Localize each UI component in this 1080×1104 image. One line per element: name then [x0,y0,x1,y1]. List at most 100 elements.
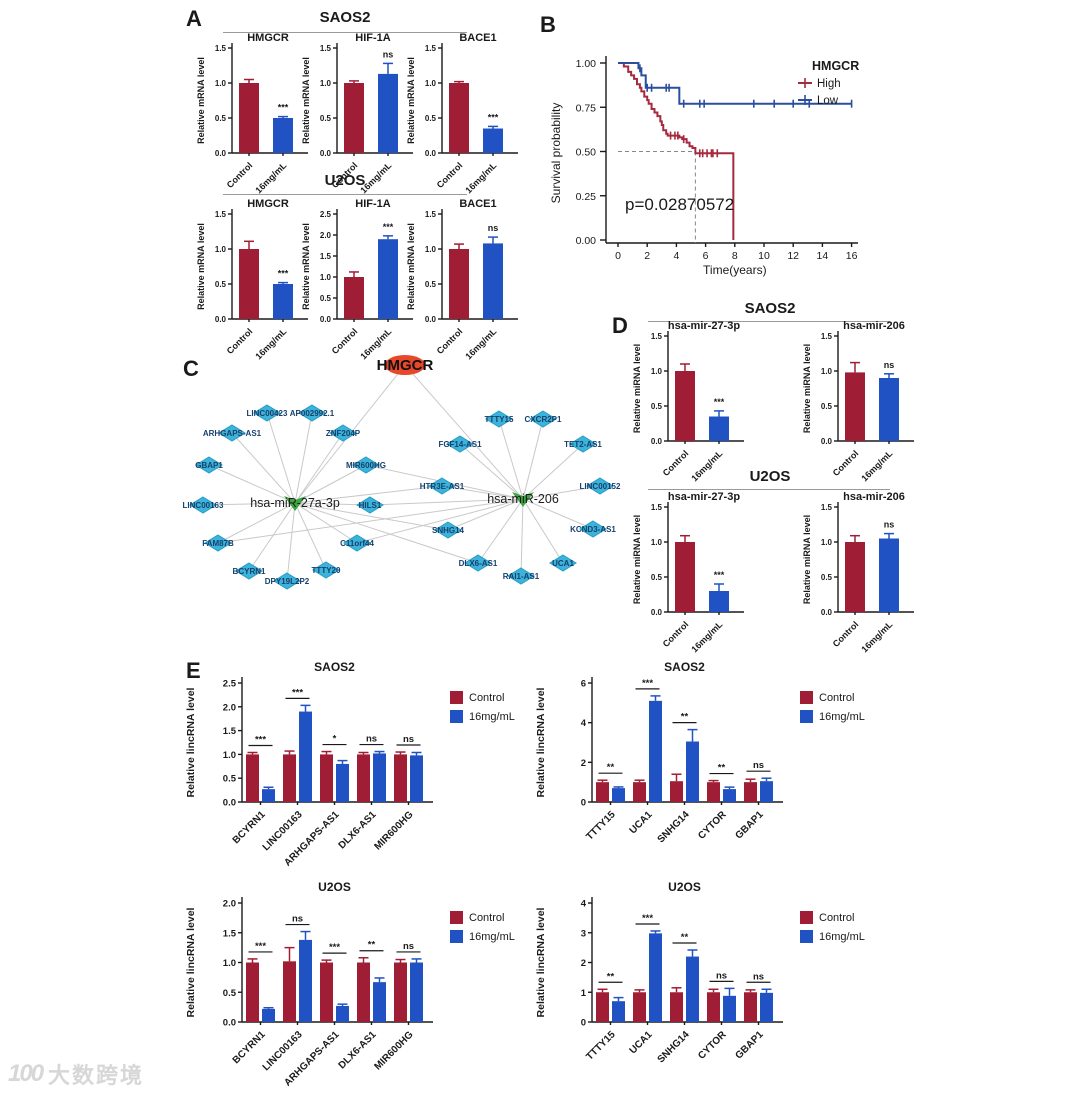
diamond-node-shape [485,410,513,428]
diamond-node-shape [273,572,301,590]
legend-swatch-control [450,911,463,924]
network-node-RAI1-AS1: RAI1-AS1 [503,567,540,585]
network-node-CXCR2P1: CXCR2P1 [525,410,562,428]
bar-control [246,754,259,802]
panel-b-label: B [540,12,556,37]
diamond-node-shape [235,562,263,580]
y-tick-label: 0.0 [821,437,833,446]
chart-title: hsa-mir-27-3p [668,491,740,503]
chart-title: U2OS [318,880,351,894]
bar-treatment [373,753,386,802]
bar-treatment [410,962,423,1022]
network-node-KCND3-AS1: KCND3-AS1 [570,520,616,538]
watermark-logo: 100 [8,1060,44,1087]
legend-label: High [817,78,841,90]
y-axis-label: Relative miRNA level [632,344,642,433]
legend-label: 16mg/mL [469,711,515,723]
x-tick-label: 2 [644,250,650,262]
y-tick-label: 1.0 [651,538,663,547]
mirna-node-shape [512,492,534,507]
node-label: TET2-AS1 [564,440,602,449]
watermark-text: 大数跨境 [48,1063,145,1088]
bar-treatment [273,118,293,153]
node-label: TTTY15 [485,415,514,424]
significance-label: *** [642,913,653,924]
y-axis-label: Relative lincRNA level [535,907,547,1017]
y-axis-label: Relative mRNA level [301,57,311,144]
bar-treatment [336,763,349,802]
x-category-label: SNHG14 [656,1029,692,1065]
network-node-LINC00163: LINC00163 [183,496,224,514]
y-tick-label: 1.0 [215,79,227,88]
y-tick-label: 1.5 [821,332,833,341]
y-tick-label: 1.5 [223,928,237,939]
y-tick-label: 0.75 [576,102,597,114]
y-tick-label: 1.0 [651,367,663,376]
y-tick-label: 0.0 [651,608,663,617]
network-edge [498,418,524,500]
node-label: HMGCR [377,357,434,374]
bar-treatment [723,995,736,1022]
bar-control [320,962,333,1022]
y-tick-label: 1.0 [821,367,833,376]
y-tick-label: 0.5 [425,280,437,289]
x-category-label: 16mg/mL [689,448,724,483]
node-label: ZNF204P [326,429,361,438]
x-category-label: 16mg/mL [689,619,724,654]
bar-treatment [262,1008,275,1022]
bar-control [394,754,407,802]
network-node-C11orf44: C11orf44 [340,534,374,552]
network-edge [266,412,296,504]
x-tick-label: 0 [615,250,621,262]
section-header-u2os-a: U2OS [324,172,366,189]
y-tick-label: 4 [581,718,587,729]
y-axis-label: Relative mRNA level [406,57,416,144]
network-edge [202,502,296,506]
bar-control [744,782,757,802]
significance-label: *** [278,269,289,279]
section-header-u2os-d: U2OS [749,468,791,485]
x-category-label: UCA1 [628,809,655,836]
network-node-HTR3E-AS1: HTR3E-AS1 [420,477,465,495]
y-axis-label: Relative mRNA level [196,223,206,310]
section-header-saos2-a: SAOS2 [319,9,371,26]
chart-title: hsa-mir-206 [843,320,905,332]
y-axis-label: Relative miRNA level [802,515,812,604]
y-tick-label: 0.5 [821,573,833,582]
y-tick-label: 1.5 [215,44,227,53]
significance-label: ** [607,971,615,982]
bar-control [239,249,259,319]
diamond-node-shape [352,456,380,474]
bar-chart-saos2-mir27: hsa-mir-27-3p Relative miRNA level 0.0 0.5 1… [632,320,744,483]
legend-label: 16mg/mL [469,931,515,943]
bar-control [744,992,757,1022]
bar-treatment [686,956,699,1022]
section-header-saos2-d: SAOS2 [744,300,796,317]
network-edge [294,485,443,504]
y-tick-label: 0.25 [576,191,597,203]
y-tick-label: 0.0 [215,315,227,324]
network-edge [294,412,313,504]
chart-title: BACE1 [459,198,496,210]
network-edge [294,502,479,564]
grouped-bar-saos2-right: SAOS2 Relative lincRNA level 0 2 4 6 TTTY15 ** U… [535,660,865,845]
x-tick-label: 8 [732,250,738,262]
network-node-TTTY15: TTTY15 [485,410,514,428]
significance-label: ** [681,712,689,723]
chart-title: SAOS2 [314,660,355,674]
legend-label: Control [819,912,854,924]
significance-label: ns [383,49,394,59]
bar-control [596,992,609,1022]
bar-treatment [378,239,398,319]
legend-swatch-control [800,911,813,924]
network-node-LINC00423: LINC00423 [247,404,288,422]
chart-title: HMGCR [247,198,289,210]
bar-treatment [373,982,386,1022]
diamond-node-shape [569,435,597,453]
y-tick-label: 0.0 [320,149,332,158]
network-node-GBAP1: GBAP1 [195,456,223,474]
x-tick-label: 6 [703,250,709,262]
node-label: HTR3E-AS1 [420,482,465,491]
y-axis-label: Relative lincRNA level [185,687,197,797]
y-axis-label: Relative mRNA level [196,57,206,144]
